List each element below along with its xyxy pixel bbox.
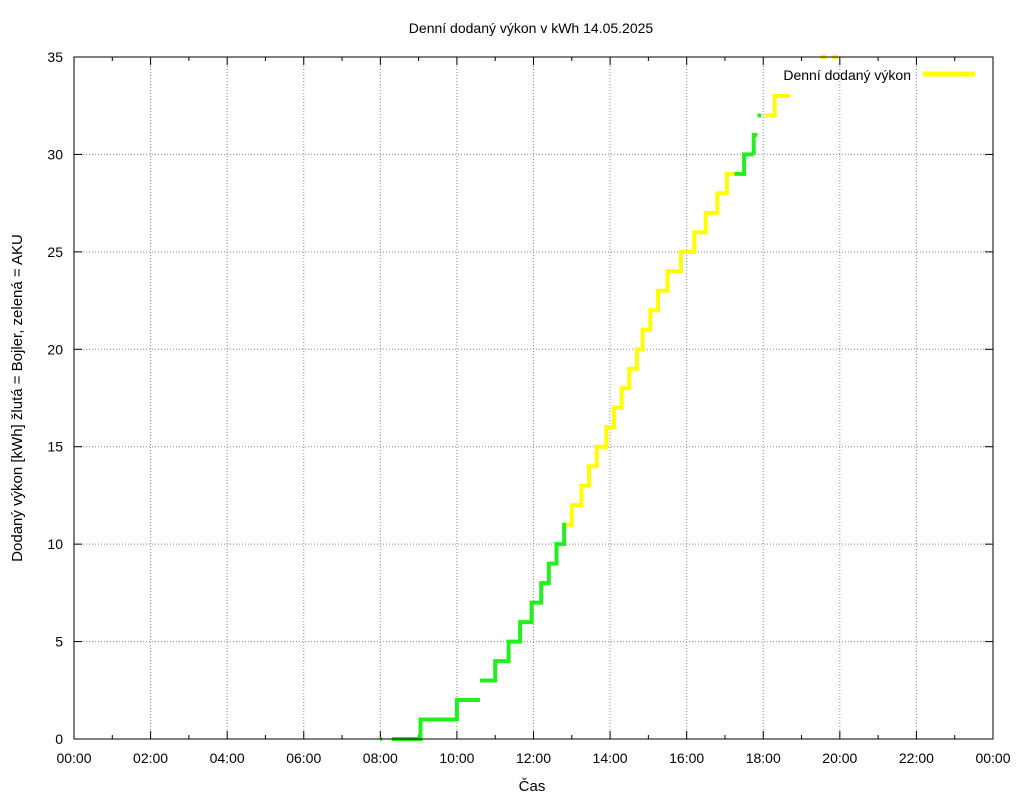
x-tick-label: 20:00	[822, 750, 857, 766]
x-tick-label: 14:00	[593, 750, 628, 766]
series-aku-segment	[391, 698, 480, 741]
x-tick-label: 04:00	[210, 750, 245, 766]
y-tick-label: 20	[47, 341, 63, 357]
plot-frame	[73, 56, 994, 740]
y-tick-label: 25	[47, 244, 63, 260]
series-bojler-segment	[566, 171, 735, 527]
y-tick-label: 35	[47, 49, 63, 65]
y-tick-label: 30	[47, 146, 63, 162]
x-tick-label: 12:00	[516, 750, 551, 766]
series-aku-segment	[751, 132, 758, 155]
x-axis-label: Čas	[519, 778, 546, 795]
x-tick-label: 18:00	[746, 750, 781, 766]
y-axis-label: Dodaný výkon [kWh] žlutá = Bojler, zelen…	[9, 234, 26, 562]
series-aku-segment	[734, 152, 754, 176]
x-tick-label: 08:00	[363, 750, 398, 766]
y-tick-label: 10	[47, 536, 63, 552]
x-tick-label: 02:00	[133, 750, 168, 766]
chart-title: Denní dodaný výkon v kWh 14.05.2025	[409, 20, 654, 36]
y-tick-label: 0	[55, 731, 63, 747]
legend-label: Denní dodaný výkon	[783, 67, 911, 83]
legend: Denní dodaný výkon	[783, 67, 975, 83]
series-aku-segment	[479, 522, 567, 683]
ticks: 00:00 02:00 04:00 06:00 08:00 10:00 12:00 14:00…	[47, 49, 1010, 766]
x-tick-label: 16:00	[669, 750, 704, 766]
x-tick-label: 00:00	[975, 750, 1010, 766]
grid	[74, 57, 993, 739]
y-tick-label: 15	[47, 439, 63, 455]
x-tick-label: 00:00	[56, 750, 91, 766]
x-tick-label: 10:00	[439, 750, 474, 766]
x-tick-label: 22:00	[899, 750, 934, 766]
x-tick-label: 06:00	[286, 750, 321, 766]
series-bojler-segment	[765, 94, 791, 118]
data-series	[380, 55, 838, 741]
y-tick-label: 5	[55, 634, 63, 650]
